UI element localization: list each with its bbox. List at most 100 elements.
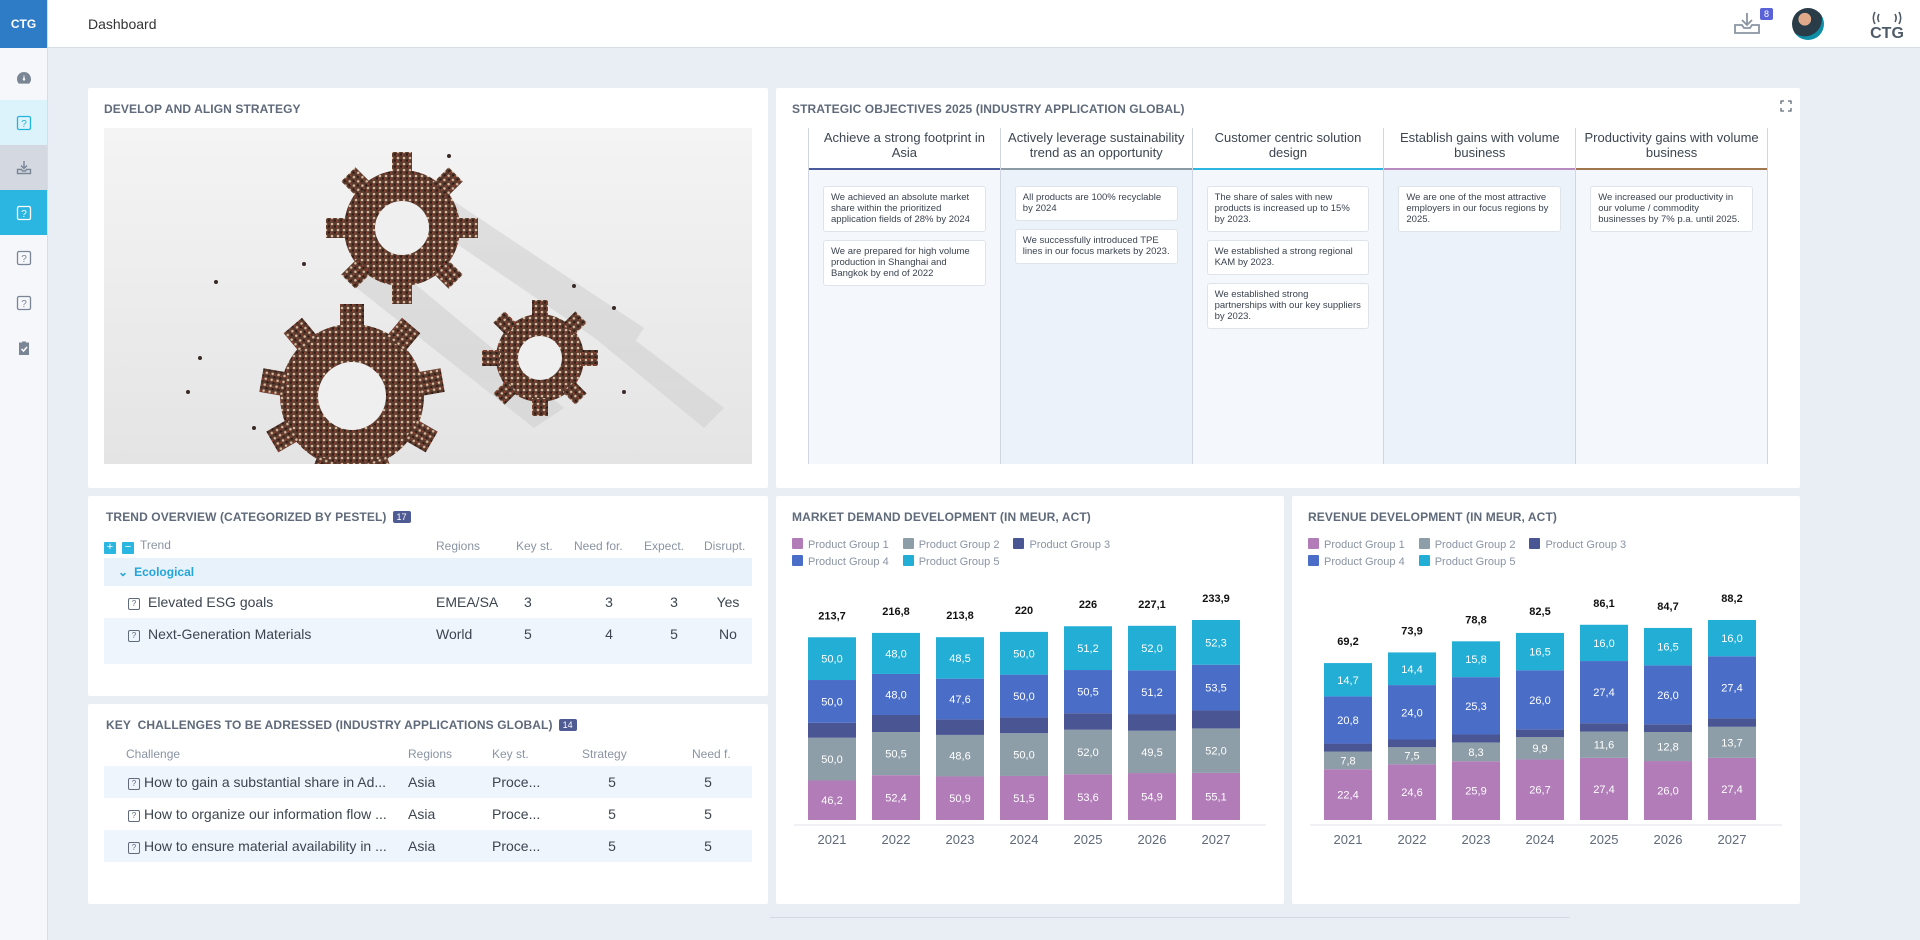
objective-title[interactable]: Productivity gains with volume business (1576, 128, 1767, 168)
expand-icon[interactable] (1780, 100, 1792, 112)
bar-segment[interactable] (1000, 733, 1048, 776)
bar-segment[interactable] (1644, 761, 1692, 820)
bar-segment[interactable] (1388, 652, 1436, 686)
bar-segment[interactable] (1580, 723, 1628, 732)
brand-logo[interactable]: CTG (0, 0, 47, 48)
table-row[interactable]: ? How to organize our information flow ..… (104, 798, 752, 830)
bar-segment[interactable] (936, 776, 984, 820)
objective-card[interactable]: The share of sales with new products is … (1206, 186, 1370, 232)
bar-segment[interactable] (936, 637, 984, 679)
bar-segment[interactable] (1644, 732, 1692, 762)
header-expect[interactable]: Expect. (644, 539, 685, 553)
header-key-st[interactable]: Key st. (516, 539, 553, 553)
bar-segment[interactable] (1452, 761, 1500, 820)
bar-segment[interactable] (1516, 737, 1564, 760)
header-regions[interactable]: Regions (436, 539, 481, 553)
bar-segment[interactable] (1128, 670, 1176, 715)
legend-item[interactable]: Product Group 1 (792, 538, 889, 551)
challenge-name[interactable]: How to gain a substantial share in Ad... (144, 774, 387, 790)
bar-segment[interactable] (808, 722, 856, 738)
nav-question-4[interactable]: ? (0, 280, 47, 325)
bar-segment[interactable] (1064, 713, 1112, 730)
legend-item[interactable]: Product Group 5 (1418, 555, 1515, 568)
group-row-ecological[interactable]: ⌄ Ecological (104, 558, 752, 586)
bar-segment[interactable] (1000, 717, 1048, 734)
bar-segment[interactable] (1064, 774, 1112, 820)
objective-title[interactable]: Achieve a strong footprint in Asia (809, 128, 1000, 168)
nav-tasks[interactable] (0, 325, 47, 370)
objective-card[interactable]: We established a strong regional KAM by … (1206, 240, 1370, 275)
bar-segment[interactable] (1452, 677, 1500, 735)
legend-item[interactable]: Product Group 3 (1529, 538, 1626, 551)
bar-segment[interactable] (1324, 696, 1372, 744)
nav-question-1[interactable]: ? (0, 100, 47, 145)
bar-segment[interactable] (1516, 632, 1564, 671)
bar-segment[interactable] (1644, 665, 1692, 725)
objective-title[interactable]: Customer centric solution design (1192, 128, 1384, 168)
bar-segment[interactable] (1516, 670, 1564, 730)
table-row[interactable]: ? How to gain a substantial share in Ad..… (104, 766, 752, 798)
header-need-f[interactable]: Need f. (692, 747, 731, 761)
bar-segment[interactable] (1388, 747, 1436, 765)
bar-segment[interactable] (1064, 670, 1112, 714)
legend-item[interactable]: Product Group 1 (1308, 538, 1405, 551)
bar-segment[interactable] (1064, 729, 1112, 775)
bar-segment[interactable] (1128, 773, 1176, 820)
objective-card[interactable]: We achieved an absolute market share wit… (823, 186, 986, 232)
bar-segment[interactable] (1708, 656, 1756, 719)
bar-segment[interactable] (872, 714, 920, 733)
bar-segment[interactable] (1324, 663, 1372, 697)
table-row[interactable]: ? How to ensure material availability in … (104, 830, 752, 862)
nav-downloads[interactable] (0, 145, 47, 190)
bar-segment[interactable] (1192, 710, 1240, 729)
objective-card[interactable]: All products are 100% recyclable by 2024 (1014, 186, 1178, 221)
header-key-st[interactable]: Key st. (492, 747, 529, 761)
objective-card[interactable]: We established strong partnerships with … (1206, 283, 1370, 329)
bar-segment[interactable] (1128, 714, 1176, 731)
header-need-for[interactable]: Need for. (574, 539, 623, 553)
objective-card[interactable]: We are prepared for high volume producti… (823, 240, 986, 286)
trend-column-header[interactable]: + − Trend (104, 534, 436, 558)
bar-segment[interactable] (808, 737, 856, 781)
legend-item[interactable]: Product Group 2 (902, 538, 999, 551)
bar-segment[interactable] (1128, 625, 1176, 671)
bar-segment[interactable] (1324, 751, 1372, 770)
legend-item[interactable]: Product Group 4 (792, 555, 889, 568)
bar-segment[interactable] (1324, 769, 1372, 820)
bar-segment[interactable] (1192, 664, 1240, 711)
table-row[interactable]: ? Elevated ESG goals EMEA/SA 3 3 3 Yes (104, 586, 752, 618)
header-challenge[interactable]: Challenge (126, 747, 181, 761)
nav-dashboard[interactable] (0, 55, 47, 100)
nav-question-3[interactable]: ? (0, 235, 47, 280)
bar-segment[interactable] (1708, 718, 1756, 727)
bar-segment[interactable] (1192, 772, 1240, 820)
bar-segment[interactable] (808, 780, 856, 820)
bar-segment[interactable] (1644, 724, 1692, 733)
bar-segment[interactable] (1128, 730, 1176, 774)
bar-segment[interactable] (872, 673, 920, 715)
bar-segment[interactable] (1000, 631, 1048, 675)
objective-title[interactable]: Establish gains with volume business (1384, 128, 1576, 168)
bar-segment[interactable] (1580, 731, 1628, 758)
header-regions[interactable]: Regions (408, 747, 453, 761)
objective-title[interactable]: Actively leverage sustainability trend a… (1000, 128, 1192, 168)
expand-all-button[interactable]: + (104, 542, 116, 554)
bar-segment[interactable] (1000, 674, 1048, 718)
downloads-icon[interactable] (1732, 10, 1762, 38)
bar-segment[interactable] (1324, 743, 1372, 752)
challenge-name[interactable]: How to organize our information flow ... (144, 806, 387, 822)
bar-segment[interactable] (1708, 726, 1756, 758)
bar-segment[interactable] (1580, 624, 1628, 662)
bar-segment[interactable] (1064, 626, 1112, 671)
bar-segment[interactable] (936, 678, 984, 720)
bar-segment[interactable] (936, 734, 984, 777)
nav-question-2[interactable]: ? (0, 190, 47, 235)
bar-segment[interactable] (1452, 742, 1500, 762)
bar-segment[interactable] (1452, 641, 1500, 678)
bar-segment[interactable] (1708, 757, 1756, 820)
bar-segment[interactable] (1452, 734, 1500, 743)
bar-segment[interactable] (1000, 775, 1048, 820)
bar-segment[interactable] (808, 637, 856, 681)
bar-segment[interactable] (1516, 759, 1564, 820)
bar-segment[interactable] (936, 719, 984, 735)
